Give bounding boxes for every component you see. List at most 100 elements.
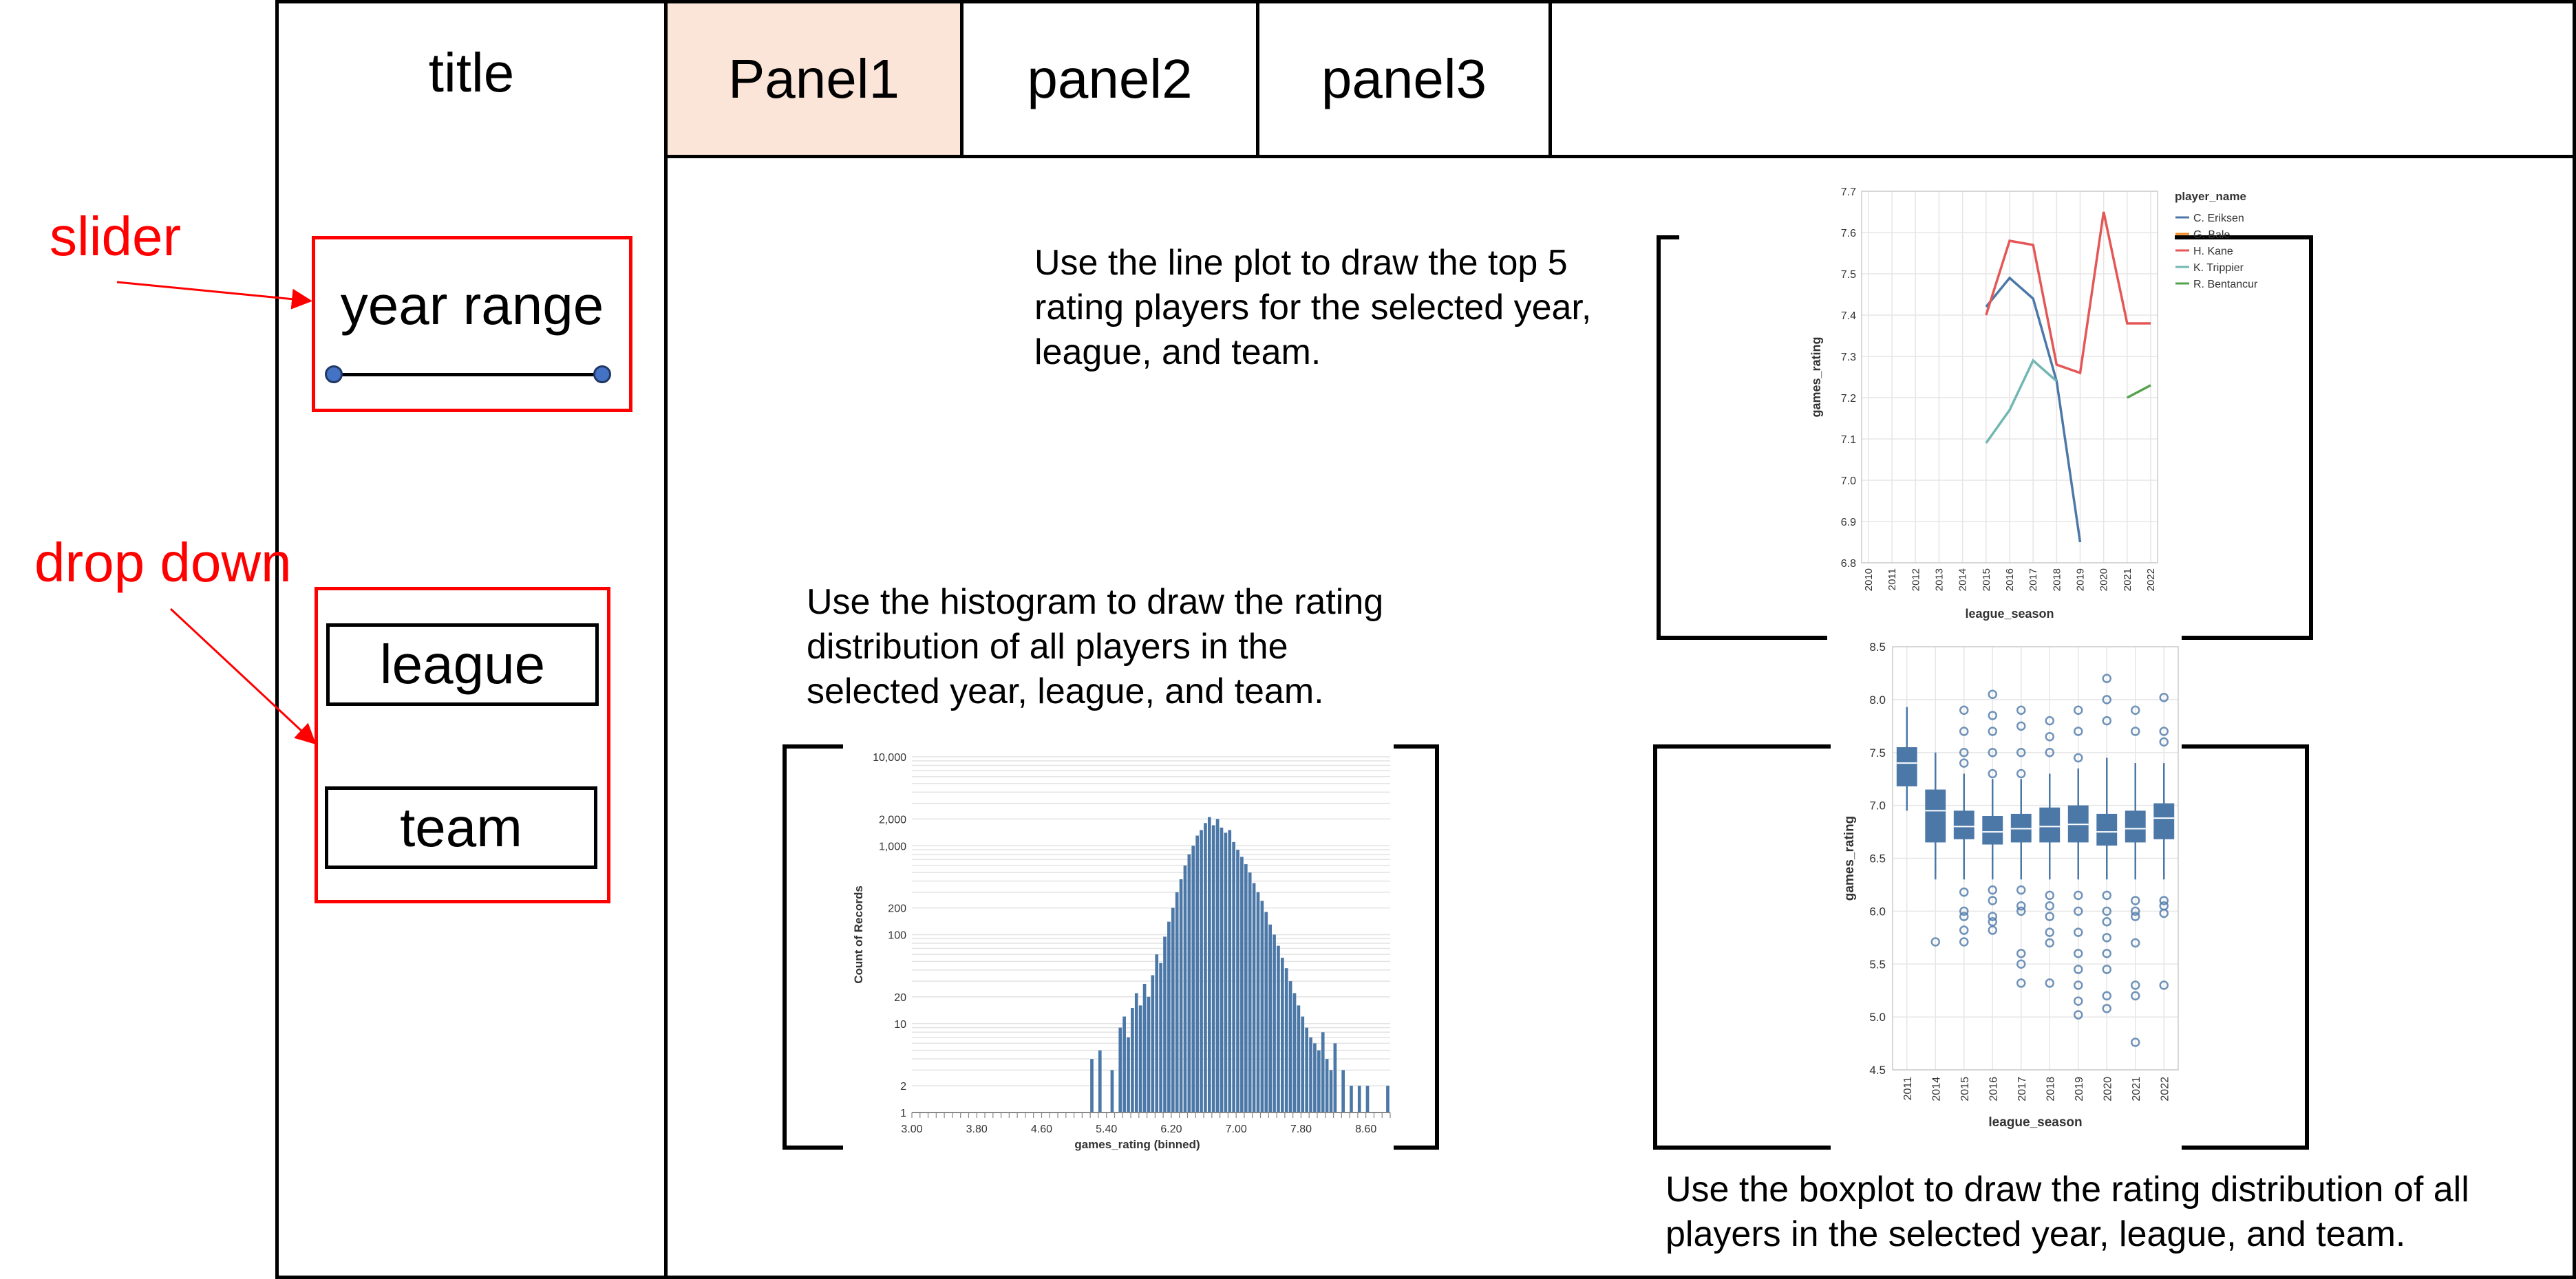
- histogram-bar: [1256, 892, 1260, 1113]
- histogram-bar: [1268, 924, 1272, 1113]
- histogram-bar: [1211, 825, 1215, 1113]
- y-tick-label: 7.3: [1841, 352, 1856, 363]
- x-tick-label: 4.60: [1031, 1124, 1052, 1135]
- histogram-bar: [1131, 1007, 1134, 1113]
- box-outlier: [2131, 980, 2140, 990]
- y-tick-label: 10,000: [873, 752, 906, 764]
- sidebar-divider: [664, 0, 668, 1279]
- histogram-bar: [1228, 830, 1232, 1113]
- histogram-bar: [1313, 1043, 1317, 1113]
- box-outlier: [2016, 769, 2026, 779]
- histogram-bar: [1204, 823, 1207, 1113]
- histogram-bar: [1151, 975, 1155, 1113]
- histogram-bar: [1325, 1059, 1329, 1113]
- box-body: [1982, 816, 2003, 845]
- y-tick-label: 7.1: [1841, 434, 1856, 446]
- legend-entry: C. Eriksen: [2193, 213, 2244, 224]
- box-outlier: [2131, 896, 2140, 905]
- histogram-bar: [1292, 993, 1297, 1113]
- box-outlier: [1959, 912, 1969, 921]
- box-outlier: [2159, 737, 2169, 747]
- histogram-bar: [1301, 1016, 1305, 1113]
- y-tick-label: 1: [900, 1108, 906, 1119]
- x-tick-label: 3.00: [901, 1124, 922, 1135]
- box-outlier: [2074, 705, 2083, 715]
- histogram-bar: [1207, 817, 1211, 1113]
- box-outlier: [2045, 912, 2054, 921]
- box-outlier: [2045, 978, 2054, 988]
- slider-annotation: slider: [50, 206, 182, 267]
- x-axis-title: league_season: [1988, 1115, 2082, 1130]
- x-tick-label: 2018: [2051, 568, 2063, 591]
- x-tick-label: 2011: [1902, 1077, 1914, 1101]
- histogram-bar: [1357, 1086, 1361, 1113]
- box-outlier: [2131, 991, 2140, 1001]
- histogram-bar: [1155, 954, 1159, 1113]
- box-outlier: [1959, 748, 1969, 757]
- histogram-bar: [1175, 892, 1179, 1113]
- histogram-chart: 1 2 10 20 100 200 1,000 2,000 10,000 3.00 3.80 4.60…: [852, 752, 1391, 1151]
- box-outlier: [2102, 695, 2111, 705]
- box-outlier: [2016, 748, 2026, 757]
- x-tick-label: 2015: [1959, 1077, 1971, 1101]
- box-outlier: [2074, 753, 2083, 763]
- box-outlier: [2074, 965, 2083, 974]
- box-body: [2153, 803, 2175, 839]
- box-outlier: [2102, 965, 2111, 974]
- legend-title: player_name: [2175, 190, 2246, 203]
- x-tick-label: 2020: [2098, 568, 2110, 591]
- box-outlier: [1959, 887, 1969, 897]
- y-tick-label: 7.7: [1841, 186, 1856, 198]
- league-dropdown[interactable]: league: [326, 623, 599, 706]
- x-tick-label: 2012: [1910, 568, 1922, 591]
- line-chart: 6.8 6.9 7.0 7.1 7.2 7.3 7.4 7.5 7.6 7.7 2010 2011 20…: [1809, 186, 2258, 621]
- box-outlier: [2102, 1004, 2111, 1013]
- y-tick-label: 4.5: [1869, 1064, 1886, 1077]
- slider-handle-end[interactable]: [593, 365, 611, 383]
- slider-label: year range: [340, 275, 604, 336]
- box-outlier: [2159, 693, 2169, 702]
- box-outlier: [1959, 727, 1969, 736]
- histogram-bar: [1191, 846, 1195, 1113]
- slider-handle-start[interactable]: [325, 365, 343, 383]
- histogram-bar: [1118, 1027, 1122, 1113]
- histogram-bar: [1317, 1050, 1321, 1113]
- tab-bar-line: [664, 155, 2576, 158]
- box-outlier: [2131, 705, 2140, 715]
- histogram-bar: [1224, 832, 1228, 1113]
- tab-panel2[interactable]: panel2: [960, 0, 1259, 158]
- y-tick-label: 7.2: [1841, 393, 1856, 405]
- box-outlier: [2016, 885, 2026, 895]
- box-outlier: [1988, 769, 1997, 779]
- x-tick-label: 2013: [1934, 568, 1946, 591]
- histogram-bar: [1244, 864, 1248, 1113]
- x-axis-title: games_rating (binned): [1074, 1138, 1200, 1151]
- plot-area: [1861, 191, 2158, 563]
- histogram-bar: [1138, 1005, 1142, 1113]
- box-body: [2125, 810, 2146, 843]
- y-axis-title: games_rating: [1809, 336, 1823, 417]
- box-outlier: [2159, 896, 2169, 905]
- y-tick-label: 10: [894, 1019, 906, 1031]
- series-line: [1985, 358, 2058, 444]
- x-tick-label: 2016: [1988, 1077, 1999, 1101]
- box-outlier: [2016, 949, 2026, 958]
- y-tick-label: 20: [894, 992, 906, 1004]
- x-tick-label: 7.00: [1226, 1124, 1247, 1135]
- box-outlier: [2131, 727, 2140, 736]
- histogram-bar: [1333, 1043, 1337, 1113]
- y-tick-label: 7.4: [1841, 310, 1856, 322]
- y-tick-label: 6.9: [1841, 517, 1856, 528]
- y-tick-label: 5.5: [1869, 958, 1886, 971]
- histogram-bar: [1260, 901, 1264, 1113]
- histogram-bar: [1200, 830, 1203, 1113]
- box-body: [1953, 810, 1974, 839]
- box-outlier: [2074, 927, 2083, 937]
- box-outlier: [1930, 937, 1940, 947]
- team-dropdown[interactable]: team: [325, 786, 597, 869]
- box-outlier: [2074, 890, 2083, 901]
- x-tick-label: 5.40: [1096, 1124, 1117, 1135]
- slider-track[interactable]: [334, 373, 610, 376]
- box-outlier: [2131, 906, 2140, 916]
- histogram-bar: [1215, 819, 1220, 1113]
